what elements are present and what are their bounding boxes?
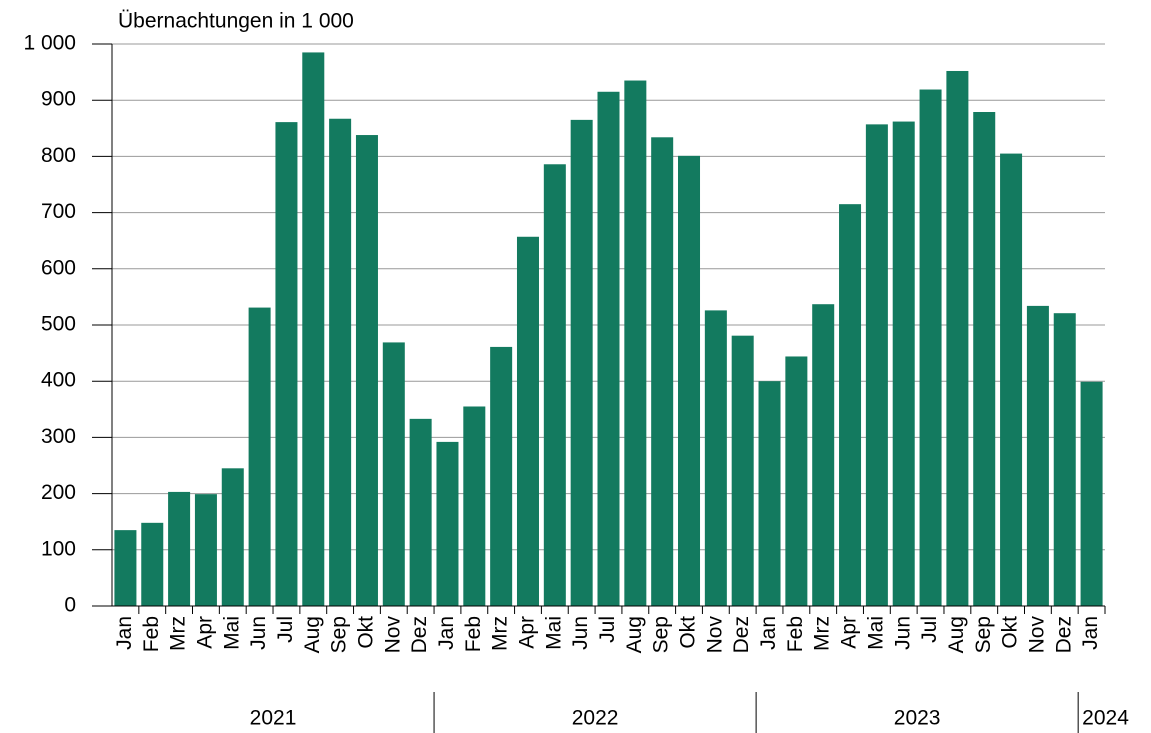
x-tick-label: Mai — [864, 616, 887, 650]
bar — [329, 118, 352, 606]
x-tick-label: Okt — [355, 616, 378, 649]
x-tick-label: Jul — [274, 616, 297, 643]
x-tick-label: Jan — [1079, 616, 1102, 650]
group-label: 2023 — [894, 707, 941, 730]
bar — [651, 137, 674, 607]
bar — [141, 522, 164, 606]
x-tick-label: Jul — [918, 616, 941, 643]
bar — [436, 441, 459, 606]
y-tick-label: 0 — [64, 594, 76, 617]
bar — [678, 155, 701, 606]
y-tick-label: 700 — [41, 200, 76, 223]
y-tick-label: 600 — [41, 256, 76, 279]
bar — [302, 52, 325, 607]
x-tick-label: Feb — [140, 616, 163, 652]
x-tick-label: Jan — [113, 616, 136, 650]
bar — [490, 346, 513, 606]
x-tick-label: Sep — [650, 616, 673, 653]
y-tick-label: 800 — [41, 144, 76, 167]
x-tick-label: Feb — [462, 616, 485, 652]
x-tick-label: Dez — [408, 616, 431, 653]
x-tick-label: Jan — [435, 616, 458, 650]
bar — [275, 122, 298, 607]
bar — [382, 342, 405, 606]
bar — [704, 310, 727, 606]
group-label: 2022 — [572, 707, 619, 730]
x-tick-label: Mai — [220, 616, 243, 650]
x-tick-label: Apr — [838, 616, 861, 649]
y-tick-label: 1 000 — [23, 32, 76, 55]
x-tick-label: Jun — [247, 616, 270, 650]
bar — [463, 406, 486, 606]
bar — [812, 304, 835, 606]
x-tick-label: Mai — [542, 616, 565, 650]
bar — [892, 121, 915, 606]
bar — [597, 91, 620, 606]
x-tick-label: Aug — [301, 616, 324, 653]
bar — [785, 356, 808, 606]
bar — [865, 124, 888, 606]
bar — [516, 236, 539, 607]
bar — [839, 204, 862, 607]
x-tick-label: Apr — [193, 616, 216, 649]
x-tick-label: Jun — [891, 616, 914, 650]
group-label: 2024 — [1082, 707, 1129, 730]
x-tick-label: Nov — [1025, 616, 1048, 654]
bar — [731, 335, 754, 606]
bar — [194, 494, 217, 606]
bar — [221, 468, 244, 606]
bar — [248, 307, 271, 606]
x-tick-label: Dez — [730, 616, 753, 653]
y-tick-label: 300 — [41, 425, 76, 448]
x-tick-label: Dez — [1052, 616, 1075, 653]
bar — [624, 80, 647, 606]
x-tick-label: Nov — [703, 616, 726, 654]
y-axis-title: Übernachtungen in 1 000 — [118, 10, 354, 33]
bar — [168, 491, 191, 606]
y-tick-label: 100 — [41, 537, 76, 560]
bar — [409, 418, 432, 606]
x-tick-label: Apr — [516, 616, 539, 649]
bar — [570, 119, 593, 607]
x-tick-label: Mrz — [489, 616, 512, 651]
y-tick-label: 200 — [41, 481, 76, 504]
bar — [1026, 305, 1049, 606]
x-tick-label: Nov — [381, 616, 404, 654]
bar — [758, 381, 781, 606]
x-tick-label: Okt — [999, 616, 1022, 649]
y-tick-label: 400 — [41, 369, 76, 392]
y-tick-label: 500 — [41, 313, 76, 336]
bar — [946, 70, 969, 606]
bar — [1000, 153, 1023, 606]
x-tick-label: Jan — [757, 616, 780, 650]
bar — [114, 530, 137, 606]
x-tick-label: Aug — [623, 616, 646, 653]
x-tick-label: Mrz — [811, 616, 834, 651]
bar — [973, 112, 996, 606]
x-tick-label: Feb — [784, 616, 807, 652]
x-tick-label: Sep — [972, 616, 995, 653]
bar — [919, 89, 942, 607]
bar — [1053, 313, 1076, 606]
bar — [355, 135, 378, 606]
x-tick-label: Okt — [677, 616, 700, 649]
bar — [543, 164, 566, 606]
y-tick-label: 900 — [41, 88, 76, 111]
x-tick-label: Jun — [569, 616, 592, 650]
x-tick-label: Mrz — [167, 616, 190, 651]
x-tick-label: Sep — [328, 616, 351, 653]
x-tick-label: Aug — [945, 616, 968, 653]
bar — [1080, 381, 1103, 606]
group-label: 2021 — [250, 707, 297, 730]
x-tick-label: Jul — [596, 616, 619, 643]
